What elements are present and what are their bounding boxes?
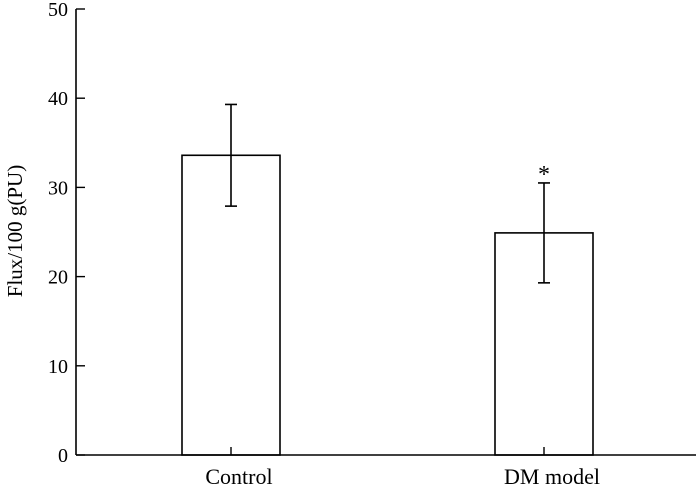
y-tick-label: 20 bbox=[48, 267, 68, 289]
y-tick-label: 30 bbox=[48, 177, 68, 199]
category-labels: Control DM model bbox=[205, 447, 600, 488]
y-tick-label: 10 bbox=[48, 356, 68, 378]
bars-group: * bbox=[181, 103, 594, 456]
significance-marker: * bbox=[538, 162, 550, 188]
x-category-label: Control bbox=[205, 464, 272, 488]
y-tick-label: 50 bbox=[48, 0, 68, 21]
y-axis-ticks: 0 10 20 30 40 50 bbox=[48, 0, 85, 467]
y-tick-label: 0 bbox=[58, 445, 68, 467]
y-tick-label: 40 bbox=[48, 88, 68, 110]
y-axis-title: Flux/100 g(PU) bbox=[3, 165, 27, 297]
x-category-label: DM model bbox=[504, 464, 600, 488]
